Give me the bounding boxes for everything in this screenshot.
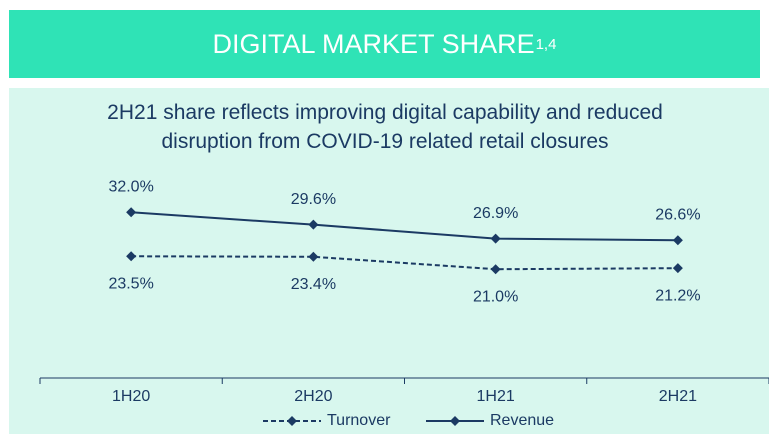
marker	[126, 251, 137, 262]
legend-marker	[450, 416, 460, 426]
legend-label: Turnover	[327, 412, 391, 429]
marker	[126, 207, 137, 218]
x-tick-label: 1H21	[477, 388, 515, 405]
data-label: 26.6%	[655, 206, 700, 223]
marker	[672, 263, 683, 274]
marker	[490, 233, 501, 244]
data-label: 21.2%	[655, 287, 700, 304]
series-line	[131, 211, 678, 242]
data-label: 32.0%	[108, 178, 153, 195]
data-label: 26.9%	[473, 205, 518, 222]
marker	[308, 219, 319, 230]
x-tick-label: 2H20	[294, 388, 332, 405]
chart-title: DIGITAL MARKET SHARE	[212, 28, 535, 59]
marker	[672, 235, 683, 246]
legend-label: Revenue	[490, 412, 554, 429]
data-label: 29.6%	[291, 191, 336, 208]
data-label: 23.4%	[291, 276, 336, 293]
chart-subtitle: 2H21 share reflects improving digital ca…	[107, 101, 663, 153]
legend-marker	[287, 416, 297, 426]
x-tick-label: 2H21	[659, 388, 697, 405]
data-label: 21.0%	[473, 288, 518, 305]
x-tick-label: 1H20	[112, 388, 150, 405]
data-label: 23.5%	[108, 275, 153, 292]
header: DIGITAL MARKET SHARE 1,4	[9, 10, 760, 78]
title-superscript: 1,4	[535, 35, 557, 53]
series-line	[131, 255, 678, 271]
marker	[308, 251, 319, 262]
marker	[490, 264, 501, 275]
